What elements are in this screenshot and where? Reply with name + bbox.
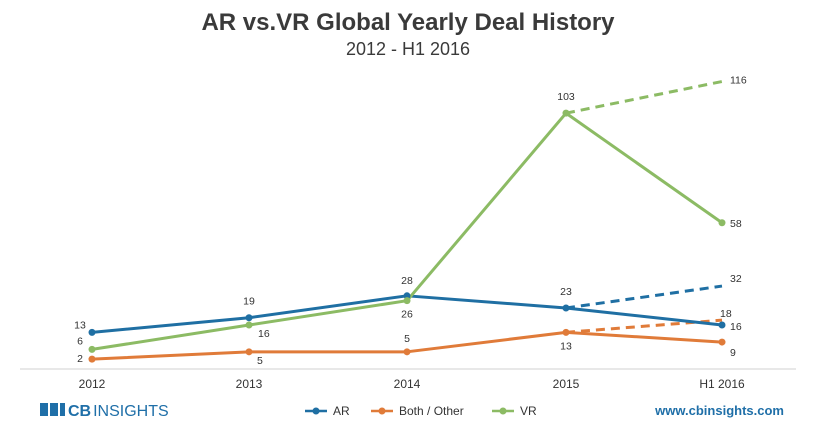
series-lines bbox=[91, 111, 723, 361]
legend-swatch-marker bbox=[378, 407, 386, 415]
projection-label: 18 bbox=[720, 308, 732, 320]
data-point bbox=[88, 345, 96, 353]
data-label: 16 bbox=[730, 321, 742, 333]
data-point bbox=[403, 297, 411, 305]
data-point bbox=[718, 338, 726, 346]
legend-label: VR bbox=[520, 404, 537, 418]
projection-line bbox=[565, 80, 723, 115]
chart-title: AR vs.VR Global Yearly Deal History bbox=[201, 9, 615, 36]
data-label: 19 bbox=[243, 296, 255, 308]
legend-item[interactable]: VR bbox=[492, 404, 537, 418]
x-tick-labels: 2012 2013 2014 2015 H1 2016 bbox=[79, 377, 745, 391]
data-label: 26 bbox=[401, 309, 413, 321]
data-label: 13 bbox=[74, 319, 86, 331]
cb-logo-icon bbox=[40, 403, 65, 416]
logo-insights: INSIGHTS bbox=[93, 403, 169, 420]
x-tick-label: 2013 bbox=[236, 377, 263, 391]
projection-line bbox=[565, 284, 723, 310]
data-point bbox=[718, 219, 726, 227]
x-tick-label: H1 2016 bbox=[699, 377, 745, 391]
data-point bbox=[562, 328, 570, 336]
legend-item[interactable]: AR bbox=[305, 404, 350, 418]
data-point bbox=[403, 348, 411, 356]
projection-label: 32 bbox=[730, 273, 742, 285]
data-point bbox=[88, 328, 96, 336]
data-point bbox=[718, 321, 726, 329]
data-point bbox=[403, 292, 411, 300]
website-url[interactable]: www.cbinsights.com bbox=[654, 403, 784, 418]
x-tick-label: 2015 bbox=[553, 377, 580, 391]
projection-lines bbox=[565, 80, 723, 334]
data-label: 6 bbox=[77, 335, 83, 347]
projection-line bbox=[565, 318, 723, 334]
data-label: 9 bbox=[730, 347, 736, 359]
series-points bbox=[88, 109, 726, 363]
data-label: 16 bbox=[258, 328, 270, 340]
x-tick-label: 2014 bbox=[394, 377, 421, 391]
legend-swatch-marker bbox=[312, 407, 320, 415]
data-point bbox=[245, 314, 253, 322]
data-label: 2 bbox=[77, 353, 83, 365]
data-point bbox=[245, 348, 253, 356]
data-label: 23 bbox=[560, 286, 572, 298]
data-label: 5 bbox=[404, 333, 410, 345]
data-label: 13 bbox=[560, 340, 572, 352]
data-point bbox=[88, 355, 96, 363]
data-point bbox=[245, 321, 253, 329]
legend: AR Both / Other VR bbox=[305, 404, 537, 418]
data-label: 5 bbox=[257, 355, 263, 367]
legend-item[interactable]: Both / Other bbox=[371, 404, 464, 418]
data-point bbox=[562, 304, 570, 312]
data-label: 28 bbox=[401, 275, 413, 287]
legend-label: Both / Other bbox=[399, 404, 464, 418]
legend-label: AR bbox=[333, 404, 350, 418]
logo-cb: CB bbox=[68, 403, 91, 420]
data-label: 58 bbox=[730, 218, 742, 230]
data-label: 103 bbox=[557, 91, 575, 103]
projection-label: 116 bbox=[730, 75, 747, 87]
cbinsights-logo: CB INSIGHTS bbox=[40, 403, 169, 420]
data-point bbox=[562, 109, 570, 117]
chart-subtitle: 2012 - H1 2016 bbox=[346, 39, 470, 59]
legend-swatch-marker bbox=[499, 407, 507, 415]
x-tick-label: 2012 bbox=[79, 377, 106, 391]
